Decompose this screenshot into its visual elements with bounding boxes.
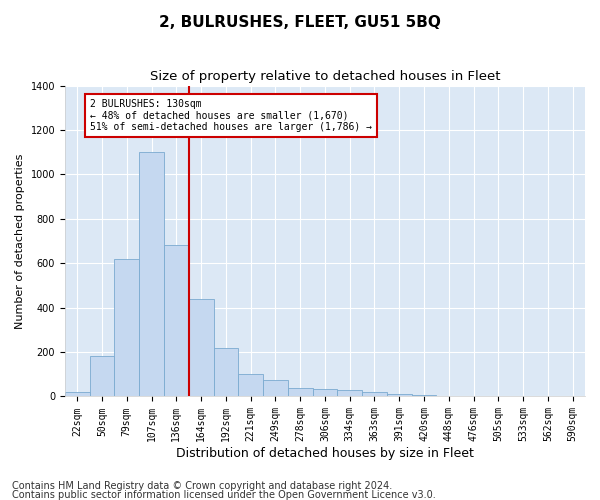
Y-axis label: Number of detached properties: Number of detached properties [15, 154, 25, 328]
X-axis label: Distribution of detached houses by size in Fleet: Distribution of detached houses by size … [176, 447, 474, 460]
Text: 2 BULRUSHES: 130sqm
← 48% of detached houses are smaller (1,670)
51% of semi-det: 2 BULRUSHES: 130sqm ← 48% of detached ho… [89, 99, 371, 132]
Bar [189, 299, 214, 396]
Text: 2, BULRUSHES, FLEET, GU51 5BQ: 2, BULRUSHES, FLEET, GU51 5BQ [159, 15, 441, 30]
Bar [214, 348, 238, 397]
Text: Contains HM Land Registry data © Crown copyright and database right 2024.: Contains HM Land Registry data © Crown c… [12, 481, 392, 491]
Bar [337, 390, 362, 396]
Bar [164, 246, 189, 396]
Title: Size of property relative to detached houses in Fleet: Size of property relative to detached ho… [150, 70, 500, 83]
Bar [115, 259, 139, 396]
Bar [139, 152, 164, 396]
Bar [387, 394, 412, 396]
Text: Contains public sector information licensed under the Open Government Licence v3: Contains public sector information licen… [12, 490, 436, 500]
Bar [412, 394, 436, 396]
Bar [65, 392, 89, 396]
Bar [238, 374, 263, 396]
Bar [313, 388, 337, 396]
Bar [362, 392, 387, 396]
Bar [288, 388, 313, 396]
Bar [263, 380, 288, 396]
Bar [89, 356, 115, 397]
